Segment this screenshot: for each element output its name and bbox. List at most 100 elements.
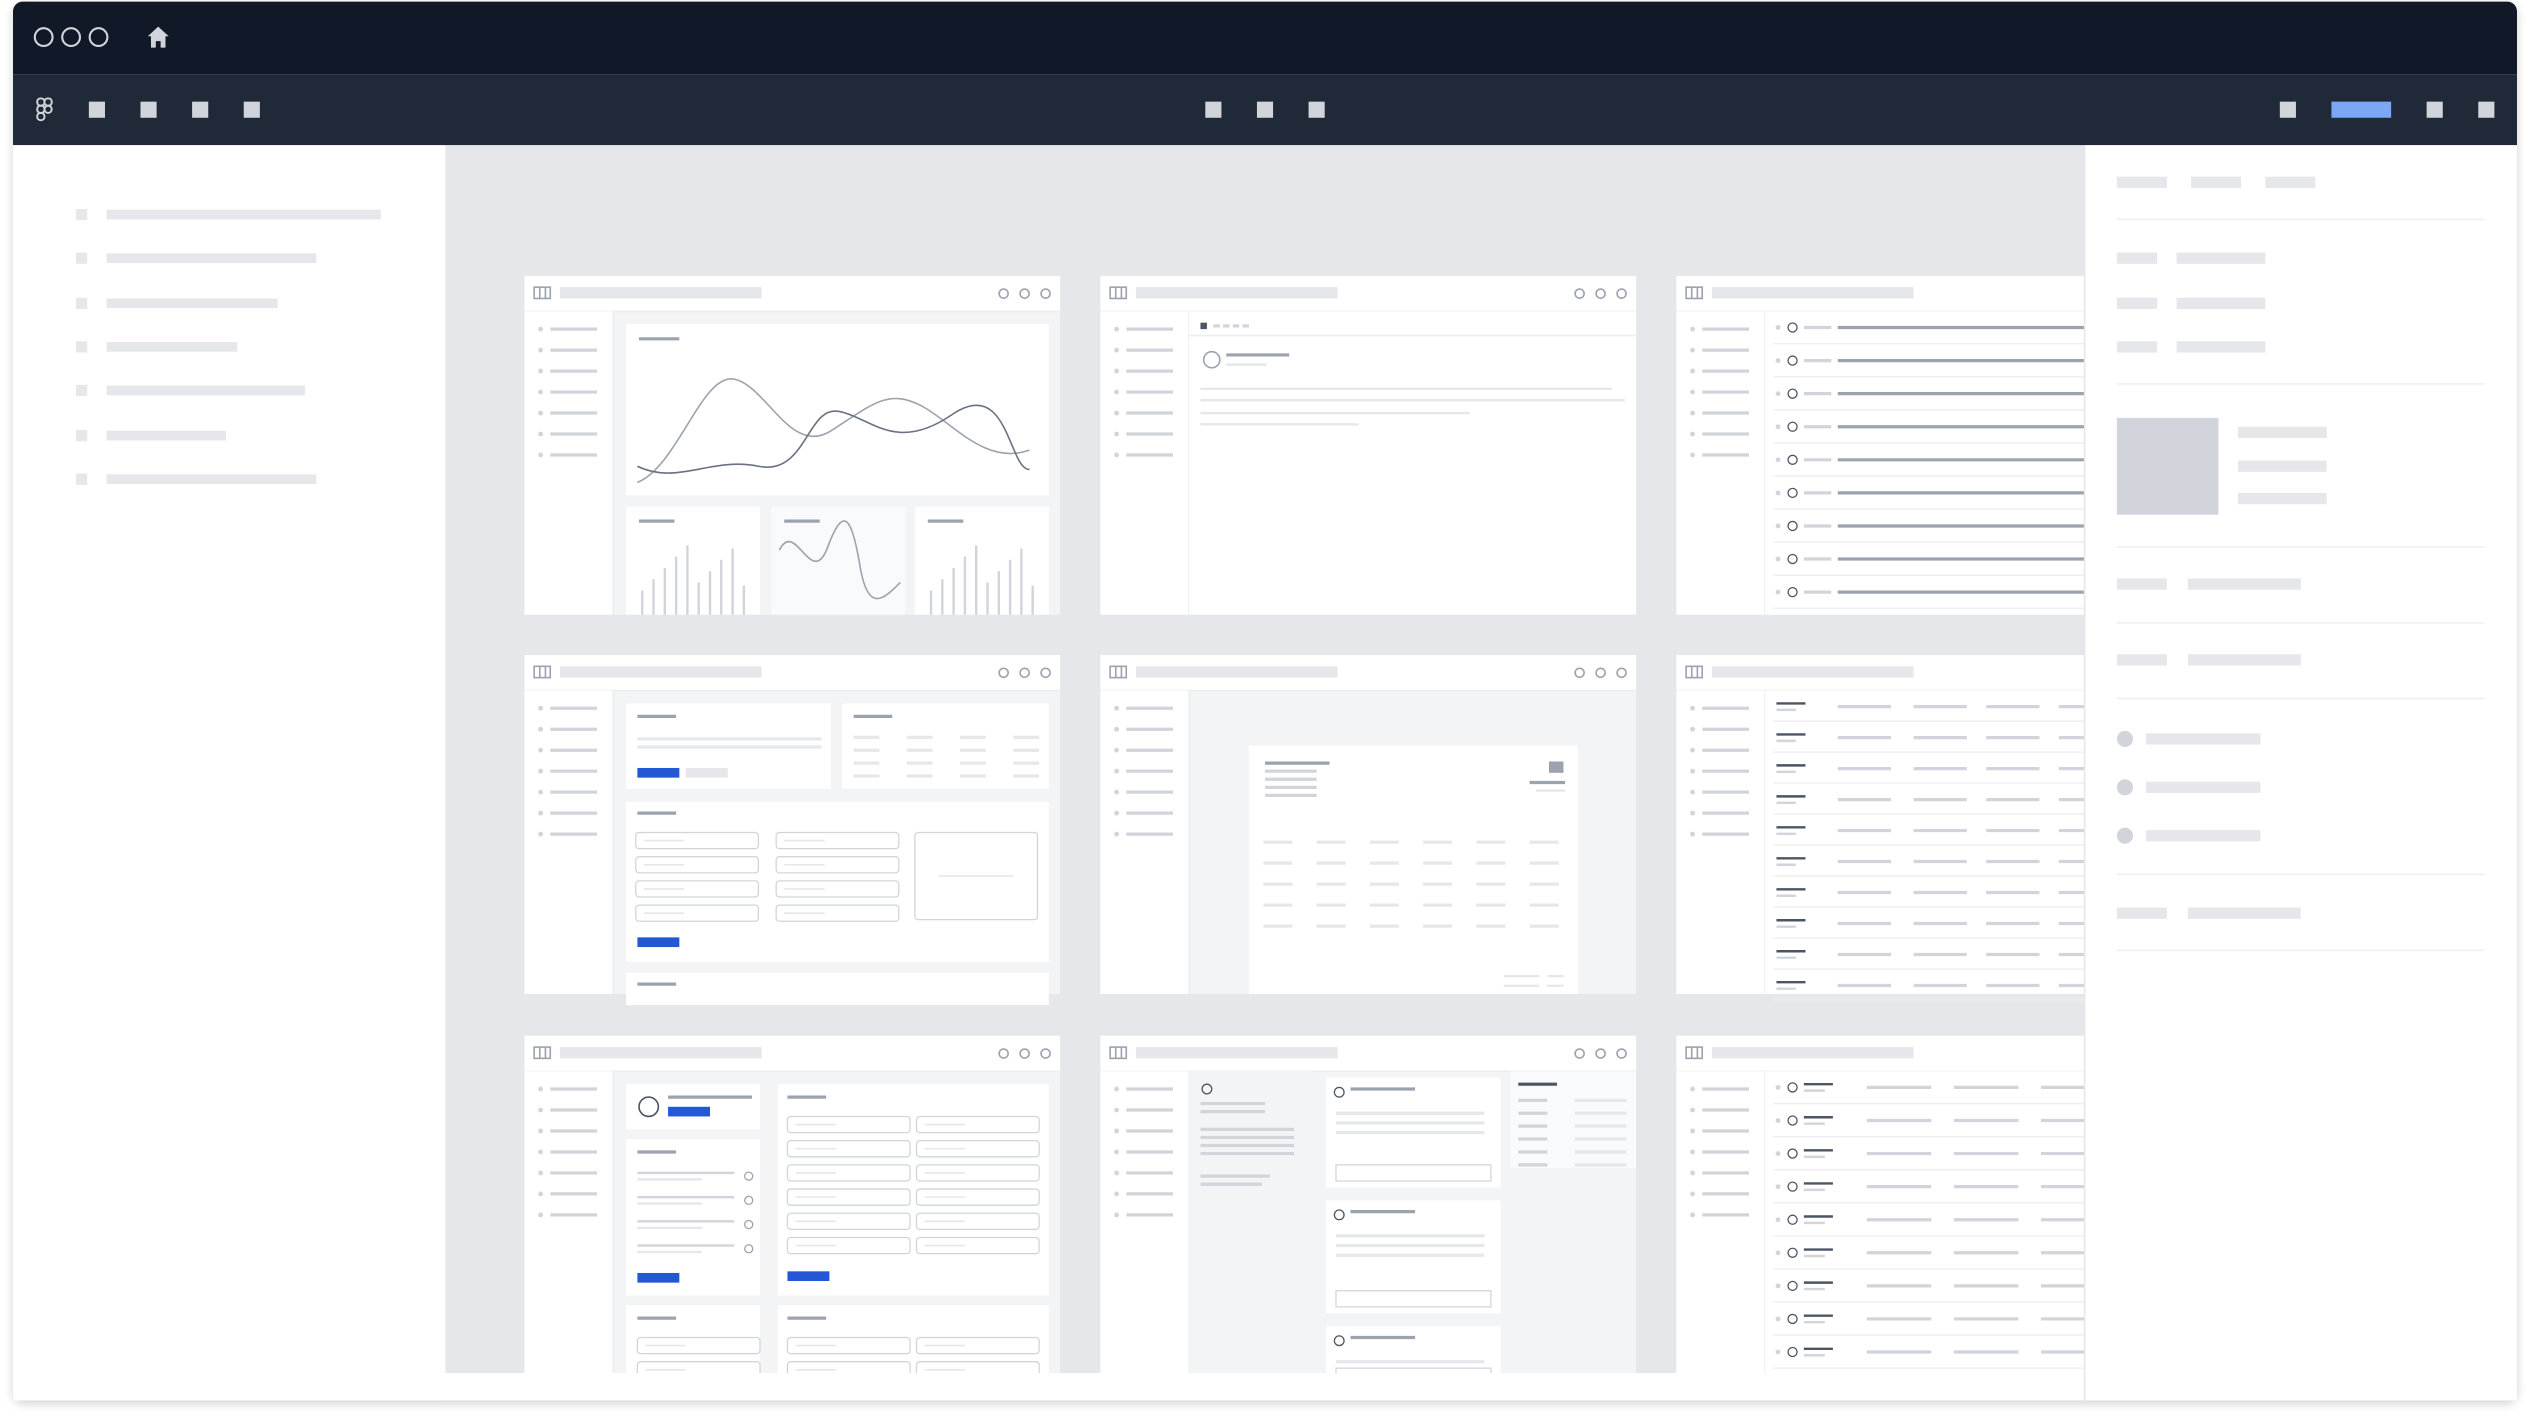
nav-dot: [1690, 1191, 1695, 1197]
radio-option[interactable]: [2116, 779, 2133, 796]
header-icon: [1595, 288, 1606, 299]
nav-dot: [538, 810, 544, 816]
tab: [1213, 324, 1220, 328]
panel: [771, 506, 906, 615]
header-icon: [998, 667, 1009, 679]
layer-icon: [75, 252, 88, 264]
grid-icon: [533, 665, 552, 679]
radio-option[interactable]: [2116, 730, 2133, 747]
toolbar-button[interactable]: [243, 101, 260, 118]
nav-dot: [538, 1086, 544, 1092]
share-button[interactable]: [2331, 101, 2392, 118]
frame-nav: [524, 311, 614, 615]
window-minimize[interactable]: [61, 27, 82, 48]
toolbar-button[interactable]: [1205, 101, 1222, 118]
row-avatar: [1787, 1247, 1798, 1258]
toolbar-button[interactable]: [1308, 101, 1325, 118]
header-icon: [1040, 1048, 1051, 1059]
input-field: [1335, 1367, 1492, 1373]
input-field: [786, 1115, 911, 1134]
toolbar-button[interactable]: [140, 101, 157, 118]
nav-dot: [538, 431, 544, 437]
layer-name[interactable]: [106, 342, 238, 352]
button[interactable]: [637, 767, 680, 778]
grid-icon: [1685, 665, 1704, 679]
toolbar-button[interactable]: [2426, 101, 2443, 118]
panel: [626, 1139, 761, 1296]
input-field: [635, 880, 760, 898]
button[interactable]: [637, 1272, 680, 1283]
button[interactable]: [637, 937, 680, 948]
panel: [1189, 311, 1637, 615]
layer-name[interactable]: [106, 430, 226, 441]
frame-nav: [1676, 311, 1766, 615]
radio-option[interactable]: [2116, 827, 2133, 844]
figma-logo[interactable]: [36, 97, 53, 122]
layer-name[interactable]: [106, 474, 317, 485]
frame-title-bar: [1711, 287, 1914, 299]
nav-dot: [538, 1191, 544, 1197]
nav-dot: [1114, 1086, 1119, 1092]
row-dot: [1775, 325, 1781, 330]
nav-dot: [538, 831, 544, 837]
toolbar-button[interactable]: [88, 101, 105, 118]
row-dot: [1775, 1184, 1781, 1190]
row-avatar: [1787, 1148, 1798, 1159]
nav-dot: [538, 1212, 544, 1218]
nav-dot: [1690, 347, 1695, 353]
layer-name[interactable]: [106, 385, 306, 396]
layer-name[interactable]: [106, 298, 278, 309]
frame-6: [524, 1035, 1061, 1373]
home-icon[interactable]: [147, 26, 169, 48]
grid-icon: [533, 286, 552, 300]
nav-dot: [538, 347, 544, 353]
toggle: [744, 1171, 754, 1181]
nav-dot: [1690, 1170, 1695, 1176]
window-close[interactable]: [33, 27, 54, 48]
property-label: [2187, 907, 2301, 919]
frame-nav: [1100, 690, 1190, 994]
header-icon: [1616, 667, 1627, 679]
input-field: [775, 856, 900, 874]
property-label: [2176, 252, 2266, 264]
toolbar-button[interactable]: [2279, 101, 2296, 118]
frame-nav: [524, 690, 614, 994]
row-avatar: [1787, 1280, 1798, 1292]
nav-dot: [538, 368, 544, 374]
header-icon: [1019, 1048, 1030, 1059]
tab: [1242, 324, 1249, 328]
nav-dot: [1114, 452, 1119, 458]
layer-icon: [75, 384, 88, 397]
window-maximize[interactable]: [88, 27, 109, 48]
chart-line: [637, 378, 1030, 484]
nav-dot: [538, 726, 544, 732]
toolbar-button[interactable]: [192, 101, 209, 118]
frame-1: [1100, 275, 1637, 615]
layer-name[interactable]: [106, 253, 317, 263]
toolbar-button[interactable]: [2478, 101, 2495, 118]
panel: [1189, 1071, 1314, 1373]
layer-name[interactable]: [106, 209, 381, 220]
frame-8: [1676, 1035, 2085, 1373]
frame-title-bar: [559, 287, 762, 299]
nav-dot: [1114, 747, 1119, 753]
row-dot: [1775, 358, 1781, 364]
panel: [626, 324, 1049, 496]
input-field: [635, 904, 760, 922]
frame-nav: [524, 1071, 614, 1373]
nav-dot: [1114, 705, 1119, 711]
canvas-frames: [524, 275, 2085, 1373]
tab: [1200, 322, 1207, 330]
frame-nav: [1676, 690, 1766, 994]
button[interactable]: [787, 1271, 830, 1282]
logo: [1548, 761, 1564, 773]
tab: [1232, 324, 1240, 328]
nav-dot: [1114, 389, 1119, 395]
button[interactable]: [668, 1106, 710, 1117]
nav-dot: [538, 326, 544, 332]
property-label: [2116, 341, 2158, 353]
toolbar-button[interactable]: [1256, 101, 1274, 118]
nav-dot: [538, 768, 544, 774]
row-avatar: [1787, 520, 1798, 532]
row-dot: [1775, 1250, 1781, 1256]
